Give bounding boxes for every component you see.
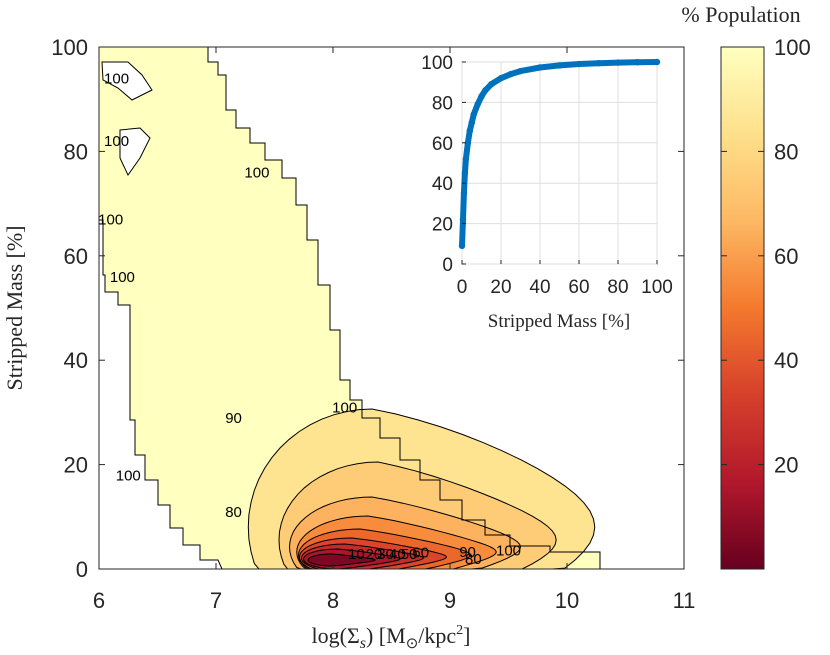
contour-line-30 — [300, 543, 424, 569]
inset-point — [497, 74, 505, 82]
contour-fill-100 — [99, 47, 600, 569]
contour-label: 100 — [116, 467, 141, 484]
y-tick-label: 40 — [64, 348, 88, 373]
contour-label: 80 — [465, 551, 482, 568]
inset-frame — [461, 61, 658, 265]
inset-plot: 0 20 40 60 80 100 0 20 40 60 80 100 Stripped Mass [… — [421, 53, 673, 332]
inset-series — [458, 58, 661, 250]
inset-point — [575, 60, 583, 68]
inset-point — [470, 111, 477, 118]
x-tick-label: 9 — [444, 588, 456, 613]
inset-x-tick-label: 20 — [490, 277, 511, 298]
inset-point — [464, 139, 472, 146]
y-tick-label: 100 — [51, 35, 88, 60]
inset-point — [474, 101, 481, 108]
contour-line-90 — [247, 408, 596, 569]
inset-point — [466, 127, 473, 134]
inset-y-tick-label: 20 — [432, 215, 453, 236]
contour-line-50 — [297, 528, 472, 569]
inset-y-tick-label: 0 — [442, 255, 453, 276]
colorbar-tick-label: 80 — [774, 139, 798, 164]
inset-point — [507, 70, 514, 78]
inset-x-tick-label: 80 — [607, 277, 628, 298]
x-axis-label: log(Σs) [M⊙/kpc2] — [312, 623, 471, 652]
x-tick-label: 6 — [93, 588, 105, 613]
contour-label: 100 — [496, 542, 521, 559]
main-plot-frame — [98, 46, 685, 570]
inset-point — [468, 119, 475, 126]
inset-point — [556, 62, 563, 69]
contour-label: 10 — [348, 546, 365, 563]
inset-point — [462, 155, 470, 163]
y-axis-label: Stripped Mass [%] — [2, 226, 27, 391]
contour-label: 100 — [104, 133, 129, 150]
colorbar-title: % Population — [681, 2, 800, 27]
inset-y-tick-label: 100 — [421, 53, 453, 74]
inset-y-tick-label: 40 — [432, 174, 453, 195]
inset-point — [460, 190, 468, 197]
contour-label: 80 — [225, 504, 242, 521]
colorbar: 20 40 60 80 100 % Population — [681, 2, 811, 570]
inset-y-tick-label: 60 — [432, 134, 453, 155]
y-tick-label: 0 — [76, 557, 88, 582]
inset-point — [459, 216, 467, 223]
contour-fills — [99, 47, 600, 569]
inset-x-axis-label: Stripped Mass [%] — [488, 311, 630, 332]
contour-label: 20 — [366, 546, 383, 563]
contour-label: 40 — [389, 546, 406, 563]
inset-point — [517, 67, 524, 75]
contour-line-60 — [296, 515, 497, 569]
colorbar-tick-label: 60 — [774, 244, 798, 269]
x-tick-label: 7 — [210, 588, 222, 613]
contour-line-100 — [99, 47, 601, 569]
x-tick-label: 11 — [673, 588, 696, 613]
inset-x-tick-label: 60 — [568, 277, 589, 298]
inset-point — [478, 93, 485, 100]
inset-point — [461, 169, 469, 177]
contour-label: 90 — [225, 410, 242, 427]
contour-label: 100 — [332, 399, 357, 416]
contour-label: 100 — [104, 71, 129, 88]
inset-point — [536, 64, 544, 71]
y-tick-label: 20 — [64, 453, 88, 478]
inset-y-tick-label: 80 — [432, 93, 453, 114]
contour-label: 100 — [244, 165, 269, 182]
contour-label: 100 — [110, 269, 135, 286]
inset-point — [488, 81, 495, 88]
inset-point — [458, 242, 466, 250]
inset-point — [595, 60, 602, 67]
contour-line-80 — [278, 461, 557, 569]
inset-point — [614, 59, 622, 66]
colorbar-tick-label: 20 — [774, 453, 798, 478]
contour-line-70 — [288, 496, 522, 569]
y-tick-label: 80 — [64, 139, 88, 164]
inset-x-tick-label: 100 — [641, 277, 673, 298]
contour-line-10 — [307, 553, 376, 567]
contour-label: 60 — [412, 545, 429, 562]
colorbar-tick-label: 40 — [774, 348, 798, 373]
inset-x-tick-label: 40 — [529, 277, 550, 298]
inset-point — [653, 58, 661, 66]
colorbar-ticks: 20 40 60 80 100 — [721, 35, 811, 478]
inset-point — [634, 59, 641, 66]
inset-x-tick-label: 0 — [457, 277, 468, 298]
inset-point — [482, 87, 489, 94]
colorbar-tick-label: 100 — [774, 35, 811, 60]
x-tick-label: 8 — [327, 588, 339, 613]
contour-label: 50 — [401, 546, 418, 563]
contour-label: 100 — [98, 211, 123, 228]
contour-label: 30 — [377, 546, 394, 563]
colorbar-gradient — [720, 46, 765, 570]
inset-ticks: 0 20 40 60 80 100 0 20 40 60 80 100 — [421, 53, 673, 298]
contour-line-20 — [302, 548, 401, 569]
y-tick-label: 60 — [64, 244, 88, 269]
x-tick-label: 10 — [555, 588, 579, 613]
contour-label: 90 — [459, 544, 476, 561]
